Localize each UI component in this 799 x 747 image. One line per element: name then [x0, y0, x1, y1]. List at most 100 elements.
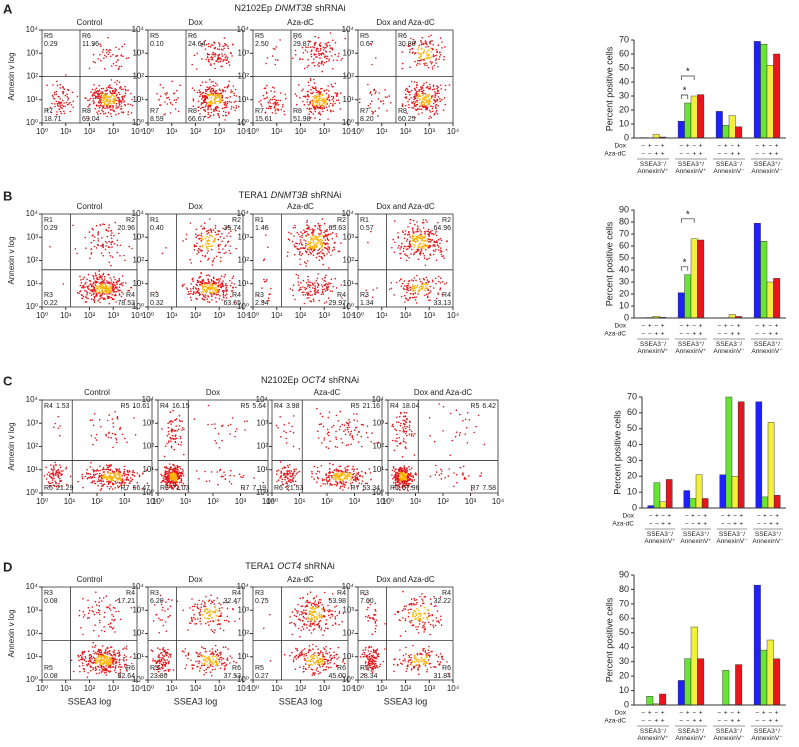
- density-dot: [422, 105, 424, 108]
- density-dot: [368, 468, 371, 470]
- y-tick-label: 40: [619, 76, 629, 86]
- density-dot: [199, 245, 201, 248]
- density-dot: [313, 42, 316, 44]
- density-dot: [414, 89, 417, 91]
- density-dot: [218, 298, 221, 300]
- density-dot: [348, 421, 351, 423]
- density-dot: [124, 104, 126, 107]
- density-dot: [93, 245, 96, 248]
- density-dot: [302, 279, 305, 282]
- density-dot: [76, 291, 79, 294]
- density-dot: [332, 96, 335, 98]
- density-dot: [93, 299, 95, 301]
- density-dot: [320, 241, 322, 244]
- gate-percent: 21.53: [286, 485, 304, 492]
- density-dot: [214, 281, 216, 284]
- density-dot: [340, 92, 342, 94]
- density-dot: [327, 239, 330, 241]
- x-tick-label: 10³: [107, 127, 119, 136]
- density-dot: [344, 429, 347, 431]
- density-dot: [127, 103, 129, 105]
- gate-percent: 30.88: [398, 41, 416, 48]
- density-dot: [326, 428, 329, 431]
- density-dot: [187, 290, 190, 293]
- density-dot: [96, 278, 98, 281]
- density-dot: [404, 432, 407, 435]
- density-dot: [58, 105, 60, 108]
- density-dot: [205, 81, 207, 83]
- density-dot: [224, 53, 226, 56]
- density-dot: [208, 97, 211, 100]
- density-dot: [412, 107, 415, 109]
- density-dot: [86, 291, 88, 294]
- density-dot: [230, 105, 233, 108]
- density-dot: [161, 252, 164, 255]
- density-dot: [111, 103, 113, 105]
- density-dot: [224, 59, 226, 61]
- density-dot: [95, 293, 98, 296]
- density-dot: [326, 55, 329, 58]
- x-tick-label: 10¹: [376, 127, 388, 136]
- density-dot: [109, 296, 111, 299]
- density-dot: [87, 472, 90, 475]
- density-dot: [182, 470, 184, 472]
- density-dot: [325, 243, 327, 245]
- density-dot: [400, 278, 402, 280]
- density-dot: [79, 284, 82, 287]
- density-dot: [83, 285, 85, 287]
- density-dot: [327, 250, 329, 252]
- density-dot: [328, 99, 331, 102]
- density-dot: [217, 291, 219, 294]
- density-dot: [438, 56, 441, 58]
- density-dot: [319, 235, 321, 237]
- density-dot: [223, 101, 225, 104]
- density-dot: [212, 93, 215, 95]
- density-dot: [197, 281, 200, 283]
- density-dot: [372, 289, 375, 291]
- treatment-sign: −: [768, 323, 772, 330]
- density-dot: [206, 289, 208, 291]
- density-dot: [416, 81, 418, 84]
- density-dot: [195, 228, 198, 231]
- y-tick-label: 10¹: [132, 279, 144, 288]
- density-dot: [417, 93, 420, 95]
- density-dot: [417, 48, 419, 51]
- gate-percent: 2.94: [255, 300, 269, 307]
- density-dot: [267, 101, 270, 104]
- density-dot: [373, 88, 376, 91]
- density-dot: [279, 92, 282, 94]
- gate-percent: 0.32: [150, 300, 164, 307]
- density-dot: [59, 83, 62, 86]
- density-dot: [199, 248, 201, 251]
- density-dot: [329, 462, 331, 465]
- density-dot: [164, 473, 167, 476]
- density-dot: [169, 483, 171, 485]
- gate-name: R4: [274, 403, 283, 410]
- density-dot: [405, 254, 407, 256]
- density-dot: [426, 239, 429, 242]
- bar: [766, 64, 774, 139]
- density-dot: [112, 54, 114, 56]
- density-dot: [217, 281, 220, 284]
- density-dot: [100, 87, 103, 90]
- density-dot: [436, 98, 438, 101]
- density-dot: [347, 428, 349, 431]
- density-dot: [52, 470, 54, 472]
- density-dot: [217, 244, 220, 246]
- density-dot: [402, 231, 405, 234]
- treatment-sign: +: [661, 143, 665, 150]
- density-dot: [84, 289, 86, 292]
- density-dot: [209, 46, 212, 48]
- density-dot: [164, 101, 166, 103]
- density-dot: [297, 274, 300, 277]
- density-dot: [168, 421, 171, 424]
- density-dot: [124, 94, 126, 97]
- density-dot: [439, 242, 441, 245]
- bar: [753, 41, 761, 139]
- density-dot: [301, 236, 303, 239]
- density-dot: [207, 259, 209, 261]
- density-dot: [424, 40, 427, 42]
- panel-title: N2102Ep OCT4 shRNAi: [261, 375, 359, 385]
- x-tick-label: 10³: [213, 127, 225, 136]
- density-dot: [201, 227, 204, 230]
